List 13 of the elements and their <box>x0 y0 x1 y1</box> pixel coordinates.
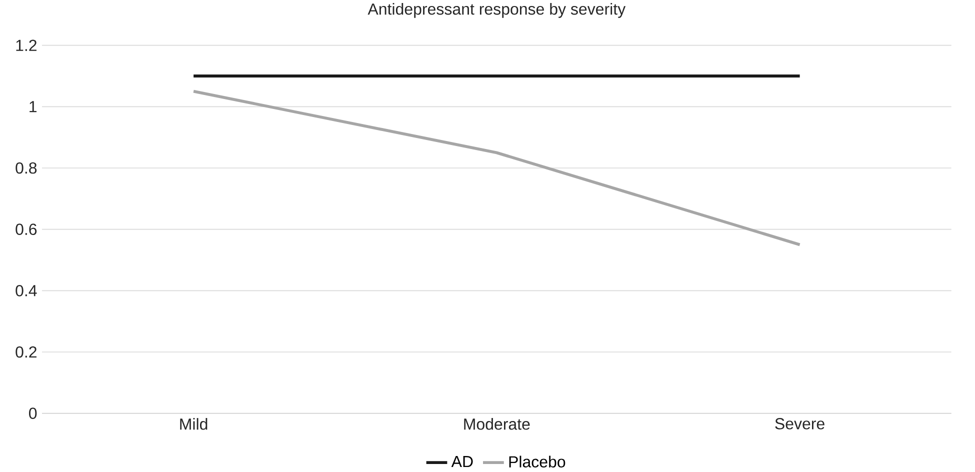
y-tick-label: 1 <box>30 101 37 112</box>
x-tick-label: Mild <box>180 418 208 430</box>
chart-title: Antidepressant response by severity <box>368 3 626 18</box>
y-tick-label: 0.8 <box>16 162 37 174</box>
y-tick-label: 1.2 <box>16 40 36 51</box>
x-tick-label: Moderate <box>464 418 530 430</box>
y-tick-label: 0 <box>29 408 37 419</box>
legend-label: AD <box>451 456 473 468</box>
y-tick-label: 0.2 <box>16 346 36 358</box>
x-tick-label: Severe <box>775 418 824 430</box>
y-tick-label: 0.4 <box>16 285 37 296</box>
legend-label: Placebo <box>509 456 566 468</box>
y-tick-label: 0.6 <box>16 224 37 235</box>
